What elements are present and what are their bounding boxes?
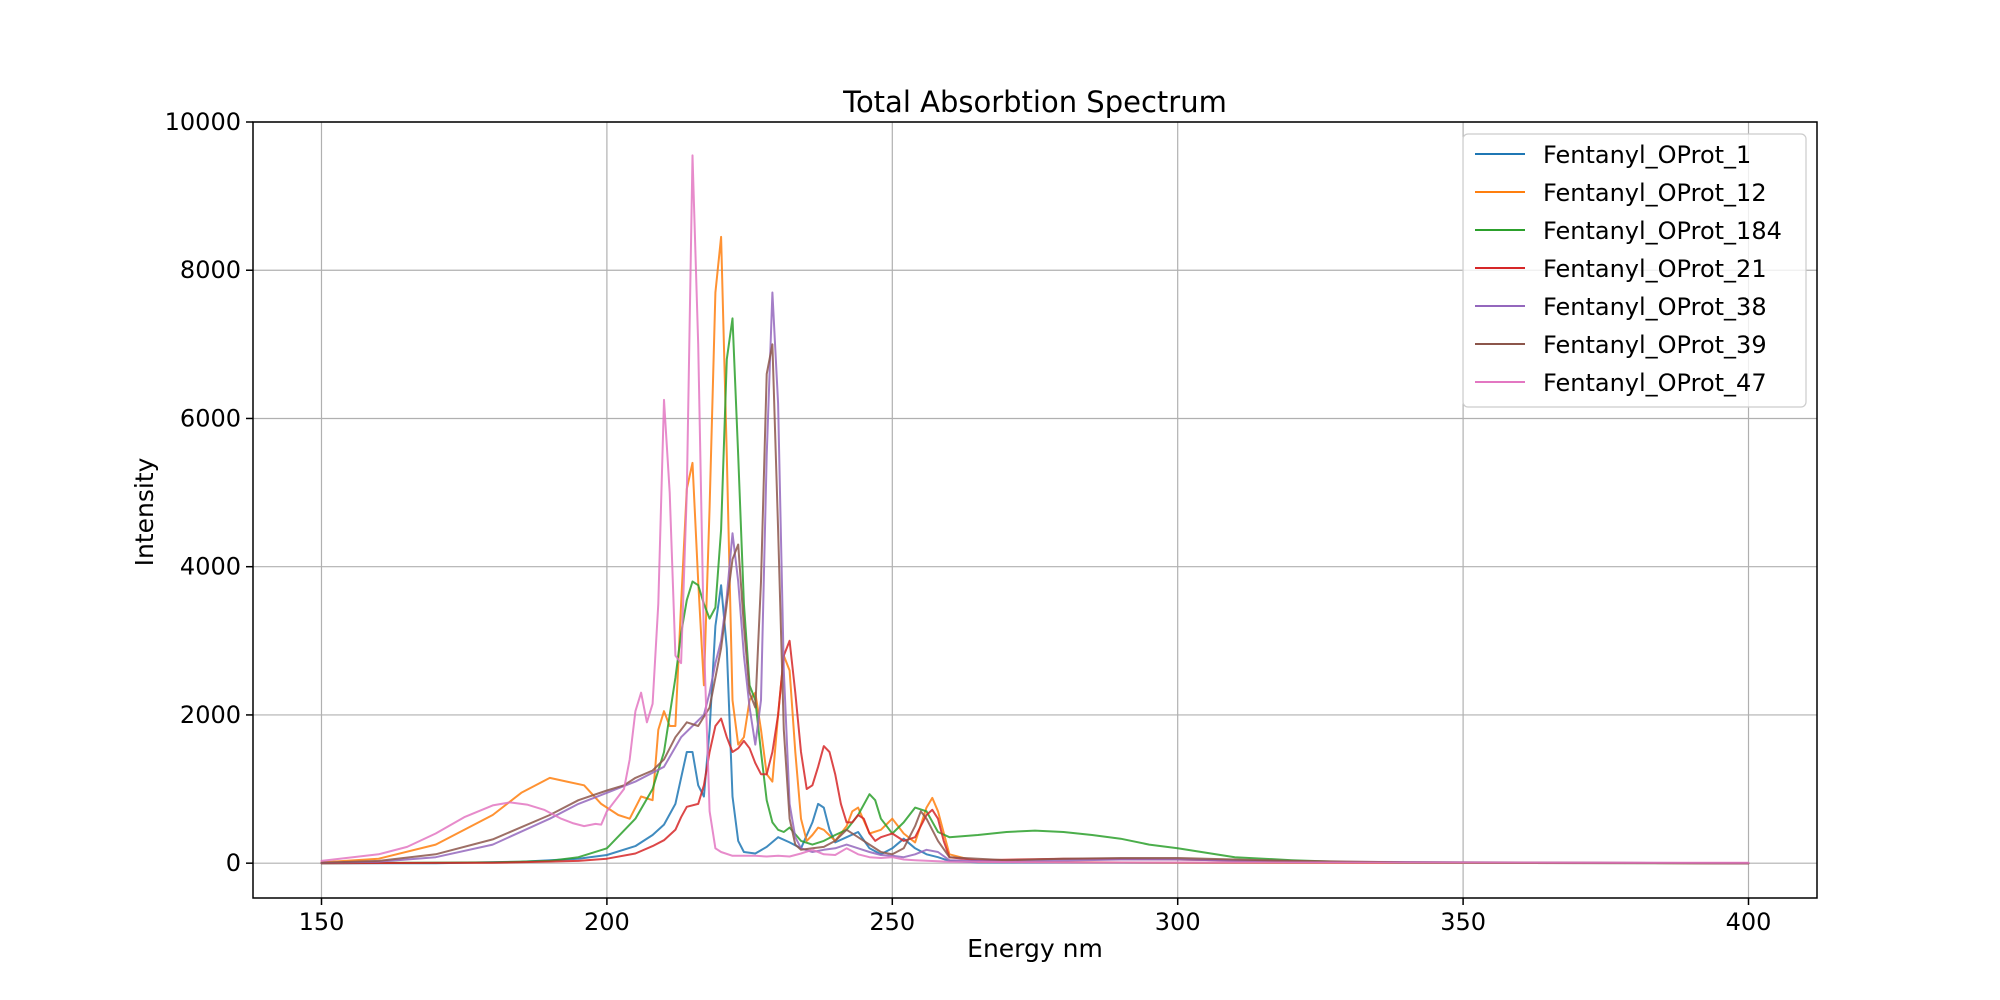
series-line-7 bbox=[320, 154, 1750, 864]
chart-title: Total Absorbtion Spectrum bbox=[842, 85, 1227, 119]
plot-series bbox=[320, 154, 1750, 865]
plot-frame bbox=[252, 121, 1818, 899]
series-line-6 bbox=[320, 343, 1750, 865]
legend-label: Fentanyl_OProt_21 bbox=[1543, 255, 1767, 283]
legend-label: Fentanyl_OProt_47 bbox=[1543, 369, 1767, 397]
legend-label: Fentanyl_OProt_12 bbox=[1543, 179, 1767, 207]
series-line-4 bbox=[320, 639, 1750, 865]
y-tick-label: 10000 bbox=[165, 108, 241, 136]
y-axis-title: Intensity bbox=[130, 457, 159, 566]
legend-label: Fentanyl_OProt_184 bbox=[1543, 217, 1782, 245]
legend-label: Fentanyl_OProt_1 bbox=[1543, 141, 1751, 169]
y-tick-label: 2000 bbox=[180, 701, 241, 729]
x-tick-label: 300 bbox=[1155, 908, 1201, 936]
legend: Fentanyl_OProt_1 Fentanyl_OProt_12 Fentany… bbox=[1462, 133, 1807, 408]
x-tick-label: 200 bbox=[584, 908, 630, 936]
x-tick-label: 250 bbox=[869, 908, 915, 936]
x-tick-label: 350 bbox=[1440, 908, 1486, 936]
y-tick-label: 8000 bbox=[180, 256, 241, 284]
x-axis-title: Energy nm bbox=[967, 934, 1103, 963]
x-tick-label: 400 bbox=[1726, 908, 1772, 936]
legend-label: Fentanyl_OProt_39 bbox=[1543, 331, 1767, 359]
y-tick-label: 6000 bbox=[180, 404, 241, 432]
legend-box bbox=[1462, 133, 1807, 408]
series-line-5 bbox=[320, 291, 1750, 865]
y-tick-label: 0 bbox=[226, 849, 241, 877]
x-tick-label: 150 bbox=[299, 908, 345, 936]
legend-label: Fentanyl_OProt_38 bbox=[1543, 293, 1767, 321]
y-tick-label: 4000 bbox=[180, 553, 241, 581]
